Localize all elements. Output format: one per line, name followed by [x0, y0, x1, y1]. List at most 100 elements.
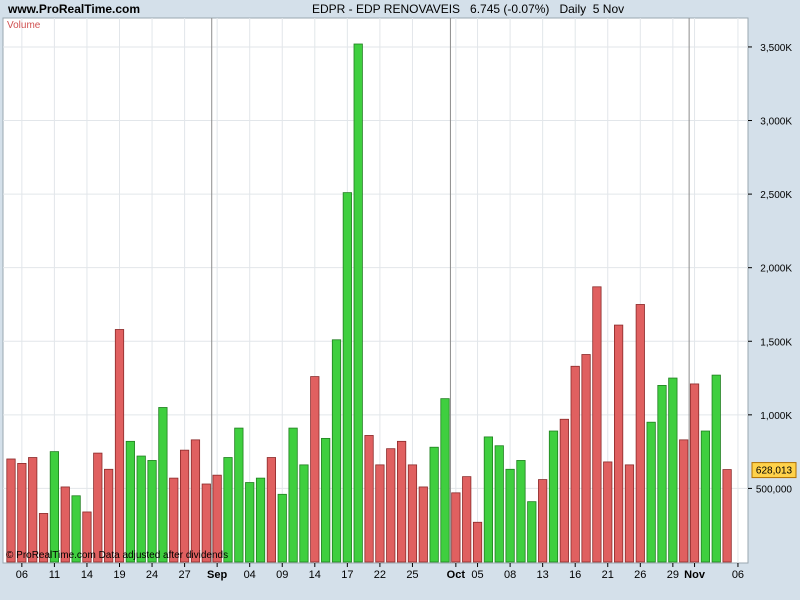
volume-bar	[440, 398, 450, 563]
volume-bar	[190, 439, 201, 563]
x-tick-label: 09	[276, 569, 288, 581]
x-tick-label: 25	[406, 569, 418, 581]
volume-bar	[614, 324, 624, 563]
volume-bar	[700, 430, 711, 563]
volume-bar	[38, 513, 49, 563]
x-tick-label: 13	[537, 569, 549, 581]
volume-bar	[657, 385, 667, 563]
y-tick-label: 2,000K	[760, 264, 792, 275]
y-tick-label: 500,000	[756, 484, 793, 495]
last-value: 628,013	[756, 466, 793, 477]
volume-bar	[60, 486, 70, 563]
x-tick-label: 24	[146, 569, 158, 581]
y-tick-label: 2,500K	[760, 190, 792, 201]
volume-bar	[82, 511, 92, 563]
x-tick-label: 08	[504, 569, 516, 581]
volume-bar	[429, 446, 439, 563]
symbol-name: EDPR - EDP RENOVAVEIS	[312, 2, 461, 16]
period-label: Daily 5 Nov	[559, 2, 625, 16]
volume-bar	[689, 383, 700, 563]
volume-bar	[17, 463, 27, 563]
last-value-tag: 628,013	[751, 462, 797, 479]
y-axis: 500,000 1,000K 1,500K 2,000K 2,500K 3,000K 3,5…	[748, 43, 792, 495]
volume-bar	[646, 421, 656, 563]
volume-bar	[125, 440, 135, 563]
volume-bar	[104, 468, 114, 563]
volume-bar	[668, 377, 678, 563]
volume-bar	[28, 457, 38, 563]
volume-bar	[179, 449, 190, 563]
x-tick-label: 21	[602, 569, 614, 581]
x-tick-label: 16	[569, 569, 581, 581]
volume-bar	[548, 430, 559, 563]
volume-bar	[6, 458, 16, 563]
volume-bar	[472, 521, 483, 563]
grid-lines	[3, 18, 748, 563]
volume-bar	[93, 452, 103, 563]
x-tick-label: 17	[341, 569, 353, 581]
volume-bar	[722, 469, 732, 563]
volume-bar	[299, 464, 309, 563]
volume-bar	[201, 483, 211, 563]
volume-bar	[396, 440, 407, 563]
indicator-label: Volume	[7, 20, 41, 31]
quote-info: EDPR - EDP RENOVAVEIS 6.745 (-0.07%) Daily…	[312, 2, 634, 16]
y-tick-label: 1,500K	[760, 337, 792, 348]
volume-bar	[266, 457, 277, 563]
x-tick-label: Sep	[207, 569, 227, 581]
volume-bar	[277, 493, 287, 563]
volume-bar	[635, 304, 645, 563]
x-tick-label: 05	[471, 569, 483, 581]
volume-bar	[364, 435, 374, 563]
volume-bar	[310, 376, 320, 563]
volume-bar	[147, 460, 157, 563]
volume-bar	[407, 464, 418, 563]
volume-bar	[321, 437, 331, 563]
volume-bar	[331, 339, 342, 563]
volume-bar	[158, 407, 168, 563]
volume-bar	[559, 418, 569, 563]
x-tick-label: Nov	[684, 569, 706, 581]
x-axis: 06 11 14 19 24 27 Sep 04 09 14 17 22 25 Oct 05 08 13 16 21…	[16, 563, 744, 581]
x-tick-label: 27	[178, 569, 190, 581]
volume-bar	[624, 464, 635, 563]
volume-bar	[570, 365, 580, 563]
volume-bar	[711, 374, 721, 563]
volume-bar	[49, 451, 60, 563]
volume-bar	[234, 427, 244, 563]
volume-bar	[679, 439, 689, 563]
volume-bar	[592, 286, 602, 563]
x-tick-label: Oct	[447, 569, 466, 581]
volume-bar	[538, 479, 548, 563]
y-tick-label: 1,000K	[760, 411, 792, 422]
volume-bar	[418, 486, 428, 563]
x-tick-label: 14	[309, 569, 321, 581]
month-separators	[211, 18, 690, 563]
volume-bar	[386, 448, 396, 563]
volume-bar	[603, 461, 613, 563]
y-tick-label: 3,500K	[760, 43, 792, 54]
x-tick-label: 22	[374, 569, 386, 581]
volume-bar	[114, 329, 125, 563]
volume-bar	[494, 445, 504, 563]
site-name[interactable]: www.ProRealTime.com	[8, 2, 141, 16]
volume-bar	[223, 457, 233, 563]
volume-bar	[71, 495, 81, 563]
header-bar: www.ProRealTime.com EDPR - EDP RENOVAVEI…	[0, 0, 800, 18]
volume-bar	[255, 477, 266, 563]
x-tick-label: 11	[49, 569, 60, 581]
volume-bar	[527, 501, 537, 563]
volume-bar	[375, 464, 385, 563]
volume-bar	[353, 43, 363, 563]
volume-bar	[462, 476, 472, 563]
volume-bar	[212, 474, 222, 563]
footer-note: © ProRealTime.com Data adjusted after di…	[6, 550, 228, 561]
volume-bar	[505, 468, 515, 563]
x-tick-label: 06	[16, 569, 28, 581]
x-tick-label: 06	[732, 569, 744, 581]
volume-bars	[6, 43, 732, 563]
volume-bar	[483, 436, 494, 563]
volume-bar	[245, 482, 255, 563]
volume-bar	[451, 492, 461, 563]
